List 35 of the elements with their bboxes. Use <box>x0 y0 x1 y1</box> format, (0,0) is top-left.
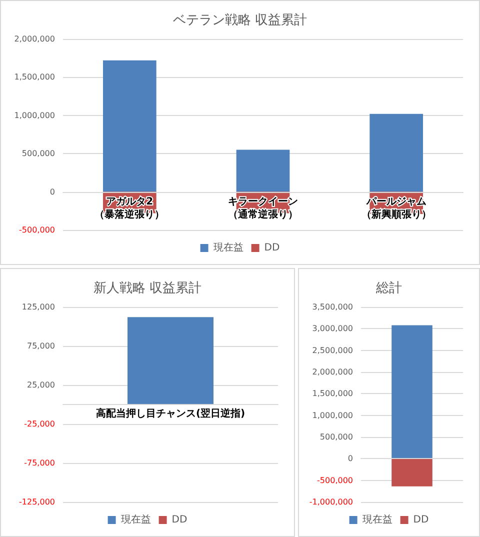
x-tick-label: 高配当押し目チャンス(翌日逆指) <box>96 408 246 420</box>
legend-label: 現在益 <box>362 514 392 526</box>
y-tick-label: 1,500,000 <box>14 72 55 82</box>
legend-label: DD <box>172 514 188 526</box>
chart-title: 新人戦略 収益累計 <box>93 281 202 296</box>
y-tick-label: -1,000,000 <box>309 498 353 506</box>
y-tick-label: 25,000 <box>27 380 55 390</box>
y-tick-label: -125,000 <box>19 498 55 506</box>
y-tick-label: 125,000 <box>22 302 55 312</box>
y-tick-label: 2,500,000 <box>312 346 353 355</box>
bar <box>236 150 290 192</box>
y-tick-label: 3,500,000 <box>312 302 353 312</box>
y-tick-label: -500,000 <box>317 476 353 485</box>
y-tick-label: 500,000 <box>320 432 353 442</box>
legend-label: 現在益 <box>120 514 151 526</box>
bar <box>370 114 423 192</box>
y-tick-label: 1,500,000 <box>312 389 353 398</box>
chart-title: 総計 <box>375 281 402 296</box>
y-tick-label: 0 <box>50 187 55 196</box>
y-tick-label: 3,000,000 <box>312 324 353 334</box>
y-tick-label: -500,000 <box>19 226 55 234</box>
chart-title: ベテラン戦略 収益累計 <box>172 13 308 28</box>
y-tick-label: 500,000 <box>22 149 55 158</box>
y-tick-label: -25,000 <box>24 420 55 428</box>
legend-label: DD <box>264 242 280 254</box>
bar <box>103 60 156 192</box>
y-tick-label: 0 <box>348 454 353 464</box>
y-tick-label: 75,000 <box>27 342 55 350</box>
y-tick-label: 1,000,000 <box>14 110 55 120</box>
legend-label: 現在益 <box>213 242 244 254</box>
y-tick-label: 1,000,000 <box>312 410 353 420</box>
y-tick-label: 2,000,000 <box>14 34 55 44</box>
y-tick-label: -75,000 <box>24 458 55 468</box>
legend-label: DD <box>413 514 429 526</box>
y-tick-label: 2,000,000 <box>312 368 353 376</box>
